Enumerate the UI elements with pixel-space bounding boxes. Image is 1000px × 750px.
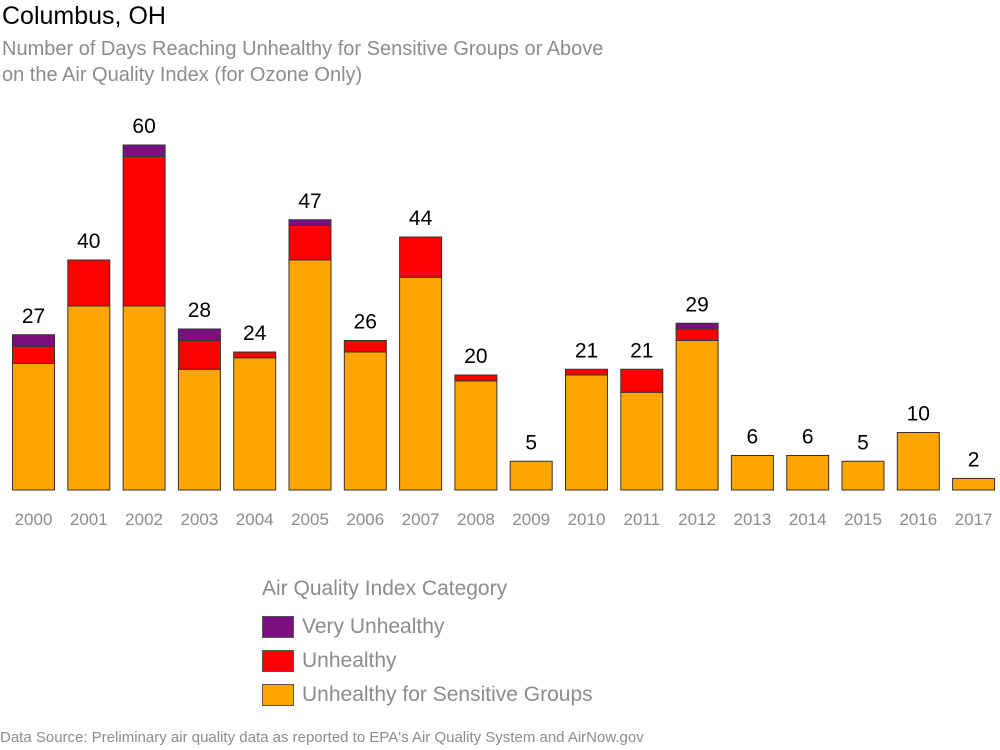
bar-total-label: 29: [685, 293, 708, 316]
bar-total-label: 44: [409, 207, 433, 230]
legend-label: Unhealthy: [302, 649, 397, 672]
bar-total-label: 6: [802, 426, 814, 449]
bar-total-label: 2: [968, 449, 980, 472]
bar-total-label: 40: [77, 230, 100, 253]
bar-segment: [343, 340, 387, 353]
bar-total-label: 24: [243, 322, 267, 345]
x-tick-label: 2002: [125, 510, 163, 529]
bar-total-label: 5: [857, 431, 869, 454]
bar-segment: [67, 259, 111, 307]
bar-segment: [177, 340, 221, 370]
bar-segment: [952, 478, 996, 491]
bar-segment: [288, 219, 332, 226]
legend-item-very-unhealthy: Very Unhealthy: [262, 610, 593, 644]
x-tick-label: 2013: [733, 510, 771, 529]
x-tick-label: 2004: [236, 510, 274, 529]
x-tick-label: 2007: [402, 510, 440, 529]
bar-segment: [730, 455, 774, 491]
bar-segment: [565, 374, 608, 491]
x-tick-label: 2006: [346, 510, 384, 529]
x-tick-label: 2015: [844, 510, 882, 529]
bar-total-label: 6: [747, 426, 759, 449]
bar-segment: [786, 455, 830, 491]
bar-segment: [399, 276, 443, 491]
data-source-note: Data Source: Preliminary air quality dat…: [0, 729, 644, 746]
legend-item-unhealthy: Unhealthy: [262, 644, 593, 678]
x-tick-label: 2000: [15, 510, 53, 529]
x-tick-label: 2011: [624, 510, 661, 529]
bar-segment: [509, 460, 553, 491]
total-labels-group: 27 40 60 28 24 47 26 44 20 5 21 21 29 6 6 5 10 2: [22, 115, 980, 472]
legend-title: Air Quality Index Category: [262, 577, 508, 600]
bar-segment: [233, 357, 277, 491]
bar-total-label: 60: [132, 115, 155, 138]
bar-segment: [122, 144, 166, 157]
bars-group: [12, 144, 996, 491]
bar-total-label: 47: [298, 190, 321, 213]
bar-segment: [454, 374, 498, 382]
chart-title: Columbus, OH: [2, 2, 166, 30]
bar-segment: [565, 368, 608, 376]
bar-segment: [343, 351, 387, 491]
bar-total-label: 27: [22, 305, 45, 328]
subtitle-line-2: on the Air Quality Index (for Ozone Only…: [2, 64, 363, 86]
bar-total-label: 10: [907, 403, 930, 426]
legend-item-sensitive-groups: Unhealthy for Sensitive Groups: [262, 678, 593, 712]
bar-segment: [675, 340, 719, 491]
bar-segment: [12, 334, 55, 347]
stacked-bar-chart: 27 40 60 28 24 47 26 44 20 5 21 21 29 6 6 5 10 2 2000 2001…: [12, 115, 996, 529]
x-tick-label: 2009: [512, 510, 550, 529]
bar-segment: [620, 391, 664, 491]
bar-segment: [288, 259, 332, 491]
bar-segment: [675, 328, 719, 341]
bar-total-label: 5: [525, 431, 537, 454]
bar-segment: [896, 432, 940, 491]
x-tick-label: 2005: [291, 510, 329, 529]
bar-total-label: 21: [630, 339, 653, 362]
subtitle-line-1: Number of Days Reaching Unhealthy for Se…: [2, 38, 604, 60]
legend-label: Unhealthy for Sensitive Groups: [302, 683, 593, 706]
bar-total-label: 20: [464, 345, 487, 368]
x-tick-label: 2001: [70, 510, 108, 529]
legend-swatch-sensitive-groups: [262, 684, 294, 706]
bar-segment: [288, 225, 332, 261]
x-tick-label: 2012: [678, 510, 716, 529]
legend: Air Quality Index Category Very Unhealth…: [262, 577, 593, 712]
bar-total-label: 21: [575, 339, 598, 362]
x-tick-label: 2014: [789, 510, 827, 529]
bar-segment: [454, 380, 498, 491]
bar-segment: [177, 328, 221, 341]
x-tick-label: 2017: [955, 510, 993, 529]
x-tick-label: 2008: [457, 510, 495, 529]
bar-segment: [67, 305, 111, 491]
bar-segment: [233, 351, 277, 359]
bar-total-label: 28: [188, 299, 211, 322]
legend-label: Very Unhealthy: [302, 615, 445, 638]
legend-swatch-very-unhealthy: [262, 616, 294, 638]
bar-segment: [122, 305, 166, 491]
x-tick-label: 2003: [180, 510, 218, 529]
x-tick-label: 2010: [568, 510, 606, 529]
bar-segment: [12, 345, 55, 364]
bar-segment: [177, 368, 221, 491]
bar-segment: [12, 363, 55, 491]
x-tick-labels-group: 2000 2001 2002 2003 2004 2005 2006 2007 2008 2009…: [15, 510, 993, 529]
x-tick-label: 2016: [899, 510, 937, 529]
bar-total-label: 26: [354, 311, 377, 334]
bar-segment: [122, 156, 166, 307]
bar-segment: [675, 322, 719, 330]
bar-segment: [620, 368, 664, 393]
bar-segment: [841, 460, 885, 491]
bar-segment: [399, 236, 443, 278]
chart-subtitle: Number of Days Reaching Unhealthy for Se…: [2, 36, 603, 88]
legend-swatch-unhealthy: [262, 650, 294, 672]
